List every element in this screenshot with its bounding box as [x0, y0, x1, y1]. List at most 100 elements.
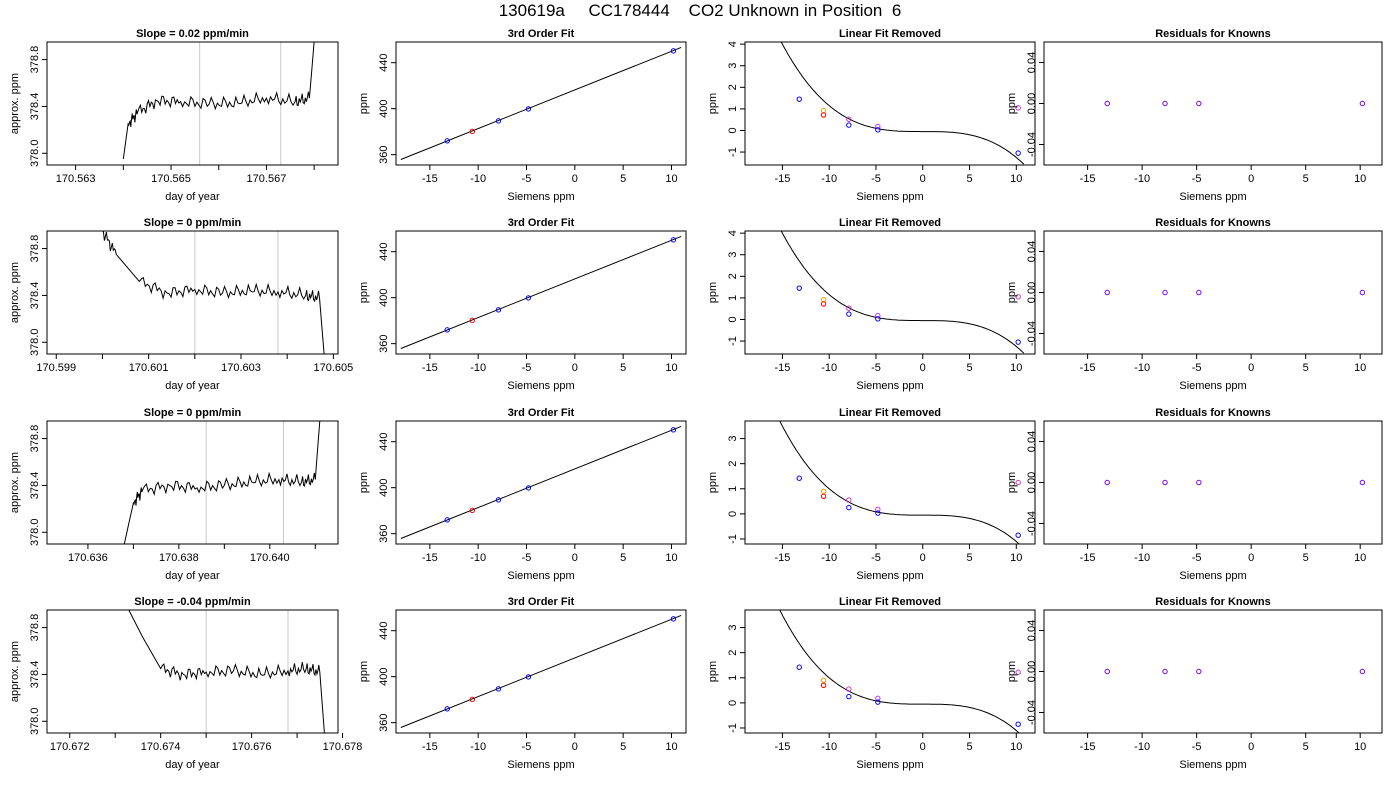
y-axis-label: ppm	[707, 282, 719, 303]
x-tick-label: 10	[665, 173, 677, 185]
x-tick-label: 5	[620, 741, 626, 753]
data-point	[846, 504, 852, 511]
data-point	[1015, 669, 1021, 675]
data-point	[1104, 479, 1110, 486]
data-point	[875, 699, 881, 705]
y-tick-label: 378.0	[29, 519, 41, 547]
chart-title: Residuals for Knowns	[1155, 407, 1271, 419]
chart-title: Linear Fit Removed	[839, 407, 941, 419]
chart-title: 3rd Order Fit	[508, 407, 575, 419]
x-axis-label: day of year	[165, 759, 220, 771]
y-tick-label: 378.0	[29, 140, 41, 168]
x-tick-label: 10	[1354, 552, 1366, 564]
y-tick-label: 1	[727, 295, 739, 301]
x-tick-label: 0	[920, 552, 926, 564]
x-axis-label: Siemens ppm	[856, 380, 923, 392]
data-point	[1162, 668, 1168, 675]
x-tick-label: -10	[1134, 741, 1150, 753]
fit-curve	[780, 231, 1025, 354]
y-axis-label: approx. ppm	[9, 262, 21, 323]
y-tick-label: 1	[727, 675, 739, 681]
y-tick-label: 360	[378, 334, 390, 352]
x-tick-label: 5	[966, 173, 972, 185]
plot-frame	[1043, 609, 1383, 734]
y-tick-label: 2	[727, 461, 739, 467]
x-tick-label: -10	[821, 741, 837, 753]
y-tick-label: 0.04	[1026, 431, 1038, 452]
x-tick-label: -5	[871, 173, 881, 185]
y-tick-label: 378.4	[29, 472, 41, 500]
plot-frame	[395, 230, 687, 355]
data-point	[846, 305, 852, 311]
y-tick-label: 360	[378, 524, 390, 542]
x-tick-label: -15	[1080, 362, 1096, 374]
data-point	[1015, 721, 1021, 727]
chart-title: 3rd Order Fit	[508, 596, 575, 608]
chart-panel: Slope = -0.04 ppm/min 170.672 170.674 170.6…	[9, 596, 362, 771]
data-point	[1104, 668, 1110, 675]
x-tick-label: 10	[1010, 362, 1022, 374]
y-tick-label: 378.0	[29, 708, 41, 736]
data-point	[1162, 100, 1168, 107]
x-axis-label: Siemens ppm	[856, 570, 923, 582]
x-tick-label: 5	[620, 552, 626, 564]
y-tick-label: 3	[727, 252, 739, 258]
y-tick-label: 0	[727, 316, 739, 322]
x-tick-label: 0	[572, 552, 578, 564]
data-point	[1359, 289, 1366, 296]
x-tick-label: 5	[620, 173, 626, 185]
plot-frame	[46, 609, 339, 734]
y-tick-label: 3	[727, 436, 739, 442]
y-tick-label: -1	[727, 336, 739, 346]
x-tick-label: -10	[470, 552, 486, 564]
chart-panel: Residuals for Knowns -15 -10 -5 0 5 10 -0.04 0.0…	[1006, 407, 1383, 582]
y-tick-label: 440	[378, 433, 390, 451]
x-tick-label: -5	[1192, 741, 1202, 753]
x-tick-label: -5	[871, 362, 881, 374]
data-point	[469, 696, 476, 703]
data-point	[875, 127, 881, 133]
chart-title: Slope = 0 ppm/min	[144, 217, 242, 229]
x-tick-label: 170.640	[250, 552, 290, 564]
y-tick-label: 440	[378, 243, 390, 261]
y-tick-label: 4	[727, 230, 739, 236]
y-tick-label: 2	[727, 273, 739, 279]
x-tick-label: 170.636	[68, 552, 108, 564]
x-tick-label: -5	[1192, 362, 1202, 374]
x-tick-label: 5	[620, 362, 626, 374]
x-tick-label: -5	[522, 362, 532, 374]
data-point	[846, 122, 852, 128]
data-point	[1359, 479, 1366, 486]
y-axis-label: ppm	[707, 93, 719, 114]
chart-panel: Linear Fit Removed-15 -10 -5 0 5 10-10123Siem…	[707, 407, 1036, 582]
data-point	[670, 616, 677, 622]
x-axis-label: Siemens ppm	[1179, 570, 1246, 582]
data-point	[1015, 105, 1021, 111]
y-axis-label: ppm	[1006, 282, 1018, 303]
x-tick-label: -15	[774, 173, 790, 185]
data-point	[444, 706, 450, 712]
x-tick-label: 5	[1303, 362, 1309, 374]
y-tick-label: 0.04	[1026, 241, 1038, 262]
fit-curve	[779, 421, 1020, 544]
y-tick-label: 378.8	[29, 614, 41, 642]
plot-frame	[744, 420, 1036, 545]
x-tick-label: 5	[1303, 552, 1309, 564]
data-point	[495, 686, 502, 692]
chart-title: Slope = 0 ppm/min	[144, 407, 242, 419]
chart-title: Linear Fit Removed	[839, 596, 941, 608]
plot-frame	[46, 230, 339, 355]
x-tick-label: -15	[1080, 741, 1096, 753]
data-point	[670, 48, 677, 54]
x-tick-label: 170.638	[159, 552, 199, 564]
x-tick-label: 5	[1303, 741, 1309, 753]
data-point	[1196, 289, 1202, 296]
x-tick-label: -10	[470, 362, 486, 374]
data-point	[1162, 289, 1168, 296]
data-point	[1359, 100, 1366, 107]
x-tick-label: -15	[422, 362, 438, 374]
chart-panel: 3rd Order Fit -15 -10 -5 0 5 10 360 400 440 Siemen…	[358, 407, 687, 582]
plot-frame	[395, 41, 687, 166]
x-axis-label: Siemens ppm	[856, 191, 923, 203]
chart-panel: Residuals for Knowns -15 -10 -5 0 5 10 -0.04 0.0…	[1006, 28, 1383, 203]
